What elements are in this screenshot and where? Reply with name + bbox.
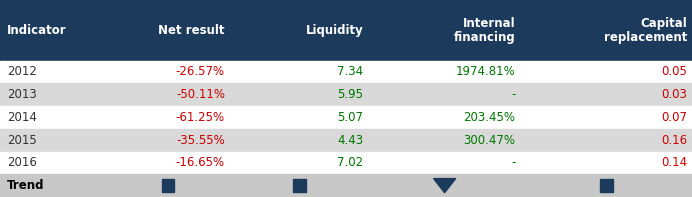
Text: -35.55%: -35.55% [176, 134, 225, 147]
Text: -: - [511, 88, 516, 101]
Bar [293, 179, 306, 192]
Text: 1974.81%: 1974.81% [456, 65, 516, 78]
Text: 2012: 2012 [7, 65, 37, 78]
Polygon shape [433, 179, 456, 193]
Text: 0.05: 0.05 [662, 65, 687, 78]
Text: Internal
financing: Internal financing [454, 17, 516, 44]
Text: 7.02: 7.02 [337, 156, 363, 169]
Text: Capital
replacement: Capital replacement [604, 17, 687, 44]
Bar [161, 179, 174, 192]
Text: Trend: Trend [7, 179, 44, 192]
Text: 0.14: 0.14 [661, 156, 687, 169]
Text: 300.47%: 300.47% [464, 134, 516, 147]
Text: 4.43: 4.43 [337, 134, 363, 147]
Text: 0.03: 0.03 [662, 88, 687, 101]
Text: 2014: 2014 [7, 111, 37, 124]
Text: 2015: 2015 [7, 134, 37, 147]
Bar [601, 179, 613, 192]
Text: 5.95: 5.95 [337, 88, 363, 101]
Text: 2016: 2016 [7, 156, 37, 169]
Text: 2013: 2013 [7, 88, 37, 101]
Text: Liquidity: Liquidity [306, 24, 363, 37]
Text: 203.45%: 203.45% [464, 111, 516, 124]
Bar [0, 174, 692, 197]
Bar [0, 151, 692, 174]
Text: -: - [511, 156, 516, 169]
Text: -61.25%: -61.25% [176, 111, 225, 124]
Text: Indicator: Indicator [7, 24, 66, 37]
Text: 0.16: 0.16 [661, 134, 687, 147]
Bar [0, 83, 692, 106]
Text: 7.34: 7.34 [337, 65, 363, 78]
Bar [0, 129, 692, 151]
Bar [0, 0, 692, 60]
Text: -26.57%: -26.57% [176, 65, 225, 78]
Text: -16.65%: -16.65% [176, 156, 225, 169]
Text: Net result: Net result [158, 24, 225, 37]
Text: -50.11%: -50.11% [176, 88, 225, 101]
Bar [0, 106, 692, 129]
Text: 0.07: 0.07 [661, 111, 687, 124]
Bar [0, 60, 692, 83]
Text: 5.07: 5.07 [337, 111, 363, 124]
